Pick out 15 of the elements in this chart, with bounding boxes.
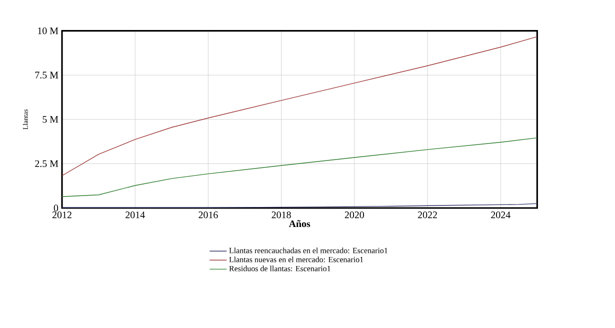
x-tick-label: 2012 bbox=[52, 212, 72, 218]
x-tick-label: 2024 bbox=[491, 212, 510, 218]
x-tick-label: 2020 bbox=[344, 212, 364, 218]
line-series bbox=[62, 36, 538, 176]
y-tick-label: 10 M bbox=[38, 27, 58, 34]
x-tick-label: 2016 bbox=[198, 212, 218, 218]
y-tick-label: 5 M bbox=[42, 116, 58, 123]
x-axis-title: Años bbox=[288, 220, 310, 228]
y-tick-label: 7.5 M bbox=[35, 72, 58, 78]
y-tick-label: 0 bbox=[54, 204, 58, 212]
x-tick-label: 2018 bbox=[272, 212, 291, 218]
line-series bbox=[62, 137, 538, 198]
x-tick-label: 2022 bbox=[418, 212, 437, 218]
y-tick-label: 2.5 M bbox=[35, 160, 58, 168]
x-tick-label: 2014 bbox=[126, 212, 145, 218]
